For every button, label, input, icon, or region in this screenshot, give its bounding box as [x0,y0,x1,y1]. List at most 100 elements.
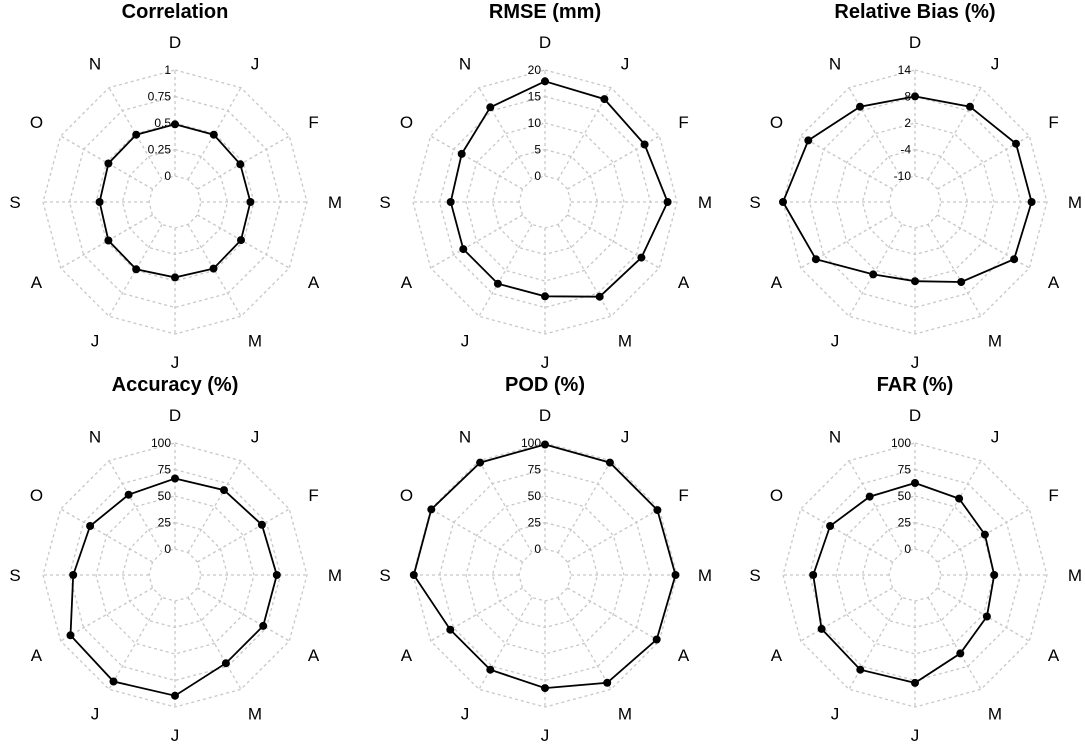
data-point [640,140,649,149]
data-point [457,149,466,158]
chart-title: FAR (%) [877,374,954,396]
axis-month-label: A [1048,273,1060,292]
axis-month-label: D [539,406,551,425]
data-point [246,198,255,206]
data-point [869,270,878,279]
radial-tick-label: 10 [528,116,542,130]
axis-month-label: M [698,566,712,585]
axis-month-label: M [328,566,342,585]
data-point [637,253,646,262]
radial-tick-label: 0 [164,169,171,183]
axis-month-label: S [9,566,20,585]
data-point [446,198,455,206]
grid-ring [518,175,572,229]
axis-month-label: J [541,726,550,744]
radial-tick-label: -10 [894,169,912,183]
axis-month-label: D [169,33,181,52]
axis-month-label: O [770,486,783,505]
grid-ring [42,442,308,708]
radial-tick-label: 20 [528,63,542,77]
radial-tick-label: 100 [891,436,911,450]
radial-tick-label: 0 [164,542,171,556]
grid-ring [491,148,599,256]
data-point [865,492,874,501]
series-line [449,80,669,298]
axis-month-label: O [400,486,413,505]
data-point [236,160,245,169]
grid-ring [148,175,202,229]
data-point [955,494,964,503]
radial-tick-label: 75 [158,463,172,477]
data-point [109,677,118,686]
axis-month-label: S [379,566,390,585]
data-point [541,684,549,693]
data-point [826,522,835,530]
radial-tick-label: 0.25 [148,143,172,157]
axis-month-label: M [1068,193,1082,212]
grid-ring [518,548,572,602]
data-point [171,120,179,129]
spoke-line [197,508,290,563]
data-point [104,236,113,245]
grid-ring [861,148,969,256]
data-point [257,520,266,529]
radial-tick-label: 25 [528,516,542,530]
axis-month-label: A [308,273,320,292]
data-point [446,625,455,634]
data-point [132,265,141,274]
data-point [171,273,179,282]
grid-ring [68,468,282,682]
data-point [493,279,502,288]
axis-month-label: F [308,486,318,505]
axis-month-label: J [541,353,550,372]
data-point [779,198,787,206]
data-point [132,130,141,139]
axis-month-label: J [991,54,1000,73]
data-point [1012,139,1020,148]
axis-month-label: J [91,705,100,724]
data-point [427,505,436,514]
axis-month-label: N [89,427,101,446]
spoke-line [478,87,533,180]
data-point [541,77,549,86]
data-point [600,95,609,104]
radial-tick-label: 15 [528,90,542,104]
radial-tick-label: 50 [158,489,172,503]
grid-ring [782,69,1048,335]
axis-month-label: N [459,54,471,73]
axis-month-label: D [909,406,921,425]
axis-month-label: J [621,427,630,446]
chart-title: RMSE (mm) [489,1,601,23]
axis-month-label: J [621,54,630,73]
axis-month-label: M [698,193,712,212]
data-point [409,571,418,579]
axis-month-label: F [678,113,688,132]
grid-ring [888,548,942,602]
axis-month-label: A [678,273,690,292]
radial-tick-label: -4 [900,143,911,157]
axis-month-label: J [251,54,260,73]
grid-ring [782,442,1048,708]
axis-month-label: O [400,113,413,132]
axis-month-label: M [618,705,632,724]
axis-month-label: A [31,273,43,292]
data-point [990,571,999,579]
grid-ring [121,521,229,629]
grid-ring [835,122,995,282]
data-point [171,474,179,483]
grid-ring [465,122,625,282]
data-point [66,631,75,640]
radial-tick-label: 8 [904,90,911,104]
axis-month-label: A [771,273,783,292]
grid-ring [412,442,678,708]
data-point [221,659,230,668]
axis-month-label: A [401,273,413,292]
spoke-line [927,460,982,553]
data-point [817,624,826,633]
axis-month-label: F [1048,486,1058,505]
radial-tick-label: 50 [528,489,542,503]
data-point [811,255,820,264]
